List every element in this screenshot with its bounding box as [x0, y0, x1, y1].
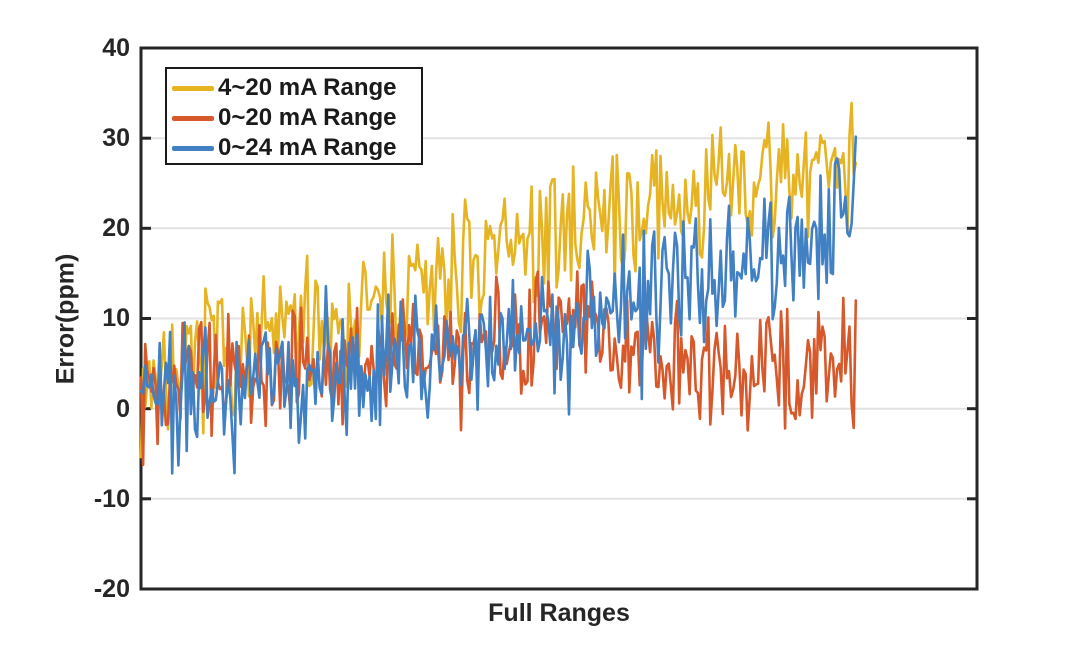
legend-line-swatch-orange [172, 115, 214, 121]
y-tick-label-10: 10 [102, 304, 130, 332]
legend: 4~20 mA Range 0~20 mA Range 0~24 mA Rang… [165, 67, 423, 165]
y-tick-label-40: 40 [102, 34, 130, 62]
legend-label: 0~24 mA Range [218, 134, 397, 161]
legend-label: 0~20 mA Range [218, 104, 397, 131]
y-axis-label: Error(ppm) [51, 253, 80, 385]
y-tick-label-n10: -10 [93, 485, 130, 513]
legend-item-4-20: 4~20 mA Range [172, 73, 421, 103]
x-axis-label: Full Ranges [488, 599, 630, 627]
y-tick-label-20: 20 [102, 214, 130, 242]
legend-line-swatch-yellow [172, 85, 214, 91]
y-tick-label-30: 30 [102, 124, 130, 152]
legend-item-0-24: 0~24 mA Range [172, 133, 421, 163]
y-tick-label-0: 0 [116, 395, 130, 423]
y-tick-label-n20: -20 [93, 575, 130, 603]
legend-item-0-20: 0~20 mA Range [172, 103, 421, 133]
legend-line-swatch-blue [172, 145, 214, 151]
legend-label: 4~20 mA Range [218, 74, 397, 101]
